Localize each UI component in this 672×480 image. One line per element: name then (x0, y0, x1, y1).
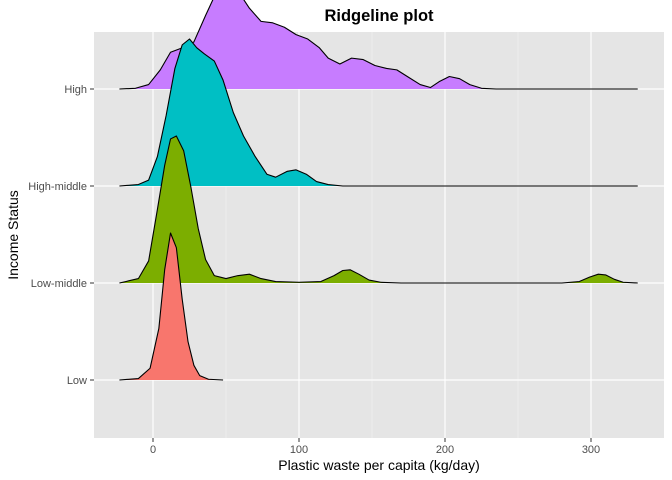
y-axis: Low Low-middle High-middle High (28, 84, 94, 387)
x-tick-label: 200 (436, 444, 454, 456)
chart-title: Ridgeline plot (324, 7, 434, 25)
ridge-fill-high-middle (119, 39, 638, 186)
y-tick-label: Low (67, 375, 87, 387)
y-tick-label: High-middle (28, 181, 87, 193)
x-axis-title: Plastic waste per capita (kg/day) (278, 457, 480, 473)
x-tick-label: 0 (150, 444, 156, 456)
ridge-fill-high (119, 0, 638, 89)
ridge-outline-high-middle (119, 38, 638, 187)
ridge-layer (119, 0, 638, 381)
y-tick-label: Low-middle (31, 278, 87, 290)
ridge-low (119, 232, 224, 381)
ridge-outline-low (119, 232, 224, 381)
ridge-high-middle (119, 38, 638, 187)
x-tick-label: 100 (290, 444, 308, 456)
y-tick-label: High (64, 84, 87, 96)
y-axis-title: Income Status (5, 190, 21, 280)
x-tick-label: 300 (582, 444, 600, 456)
ridge-fill-low (119, 233, 224, 380)
ridge-outline-low-middle (119, 135, 638, 284)
x-axis: 0 100 200 300 (150, 438, 600, 456)
